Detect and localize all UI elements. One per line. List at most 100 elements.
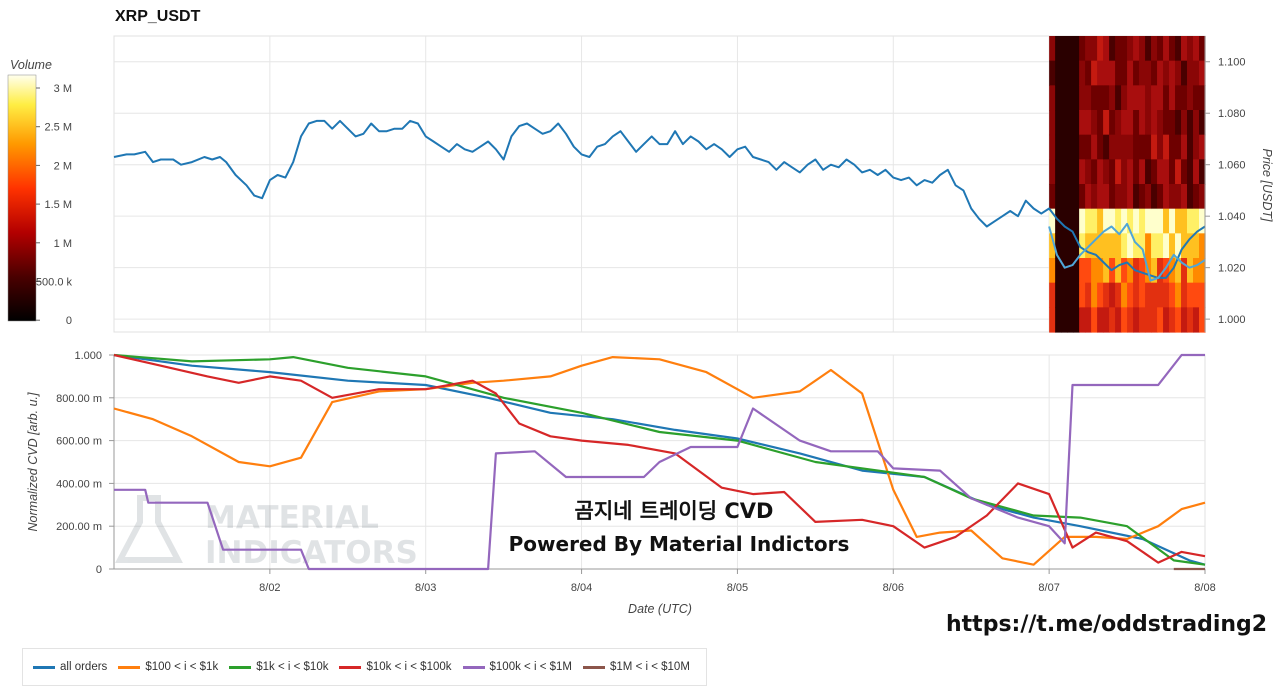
heatmap-cell (1061, 208, 1068, 234)
legend-item[interactable]: $100 < i < $1k (118, 661, 218, 673)
heatmap-cell (1199, 208, 1206, 234)
heatmap-cell (1055, 282, 1062, 308)
heatmap-cell (1187, 258, 1194, 284)
heatmap-cell (1133, 85, 1140, 111)
heatmap-cell (1097, 85, 1104, 111)
heatmap-cell (1151, 110, 1158, 136)
heatmap-cell (1067, 184, 1074, 210)
price-series-line-0 (113, 119, 1206, 279)
heatmap-cell (1097, 159, 1104, 185)
heatmap-cell (1163, 307, 1170, 333)
heatmap-cell (1115, 233, 1122, 259)
heatmap-cell (1169, 208, 1176, 234)
price-axis: 1.000 1.020 1.040 1.060 1.080 1.100 (1204, 36, 1246, 332)
heatmap-cell (1049, 184, 1056, 210)
x-tick-label: 8/06 (883, 582, 904, 594)
heatmap-cell (1121, 307, 1128, 333)
overlay-title: 곰지네 트레이딩 CVD (575, 499, 774, 523)
heatmap-cell (1049, 258, 1056, 284)
heatmap-cell (1109, 36, 1116, 62)
heatmap-cell (1049, 208, 1056, 234)
heatmap-cell (1073, 307, 1080, 333)
heatmap-cell (1055, 36, 1062, 62)
heatmap-cell (1103, 184, 1110, 210)
legend-label: all orders (60, 661, 108, 673)
heatmap-cell (1067, 110, 1074, 136)
legend-swatch (229, 665, 252, 669)
heatmap-cell (1157, 307, 1164, 333)
legend-item[interactable]: all orders (33, 661, 107, 673)
heatmap-cell (1145, 208, 1152, 234)
cvd-tick-label: 1.000 (74, 350, 102, 362)
heatmap-cell (1085, 85, 1092, 111)
legend-item[interactable]: $10k < i < $100k (339, 661, 452, 673)
watermark-logo: MATERIAL INDICATORS (115, 495, 418, 571)
heatmap-cell (1157, 159, 1164, 185)
legend-item[interactable]: $1M < i < $10M (583, 661, 690, 673)
heatmap-cell (1085, 282, 1092, 308)
legend-label: $100k < i < $1M (489, 661, 572, 673)
telegram-link[interactable]: https://t.me/oddstrading2 (946, 612, 1268, 637)
heatmap-cell (1145, 85, 1152, 111)
heatmap-cell (1103, 60, 1110, 86)
heatmap-cell (1097, 60, 1104, 86)
legend-swatch (118, 665, 141, 669)
heatmap-cell (1139, 208, 1146, 234)
heatmap-cell (1163, 233, 1170, 259)
heatmap-cell (1061, 184, 1068, 210)
heatmap-cell (1103, 159, 1110, 185)
legend-label: $1M < i < $10M (610, 661, 690, 673)
heatmap-cell (1133, 110, 1140, 136)
heatmap-cell (1181, 208, 1188, 234)
heatmap-cell (1127, 184, 1134, 210)
legend-label: $10k < i < $100k (366, 661, 452, 673)
heatmap-cell (1067, 282, 1074, 308)
heatmap-cell (1121, 134, 1128, 160)
heatmap-cell (1097, 110, 1104, 136)
heatmap-cell (1139, 110, 1146, 136)
heatmap-cell (1103, 233, 1110, 259)
heatmap-cell (1193, 159, 1200, 185)
heatmap-cell (1109, 307, 1116, 333)
heatmap-cell (1181, 134, 1188, 160)
heatmap-cell (1199, 110, 1206, 136)
heatmap-cell (1121, 36, 1128, 62)
heatmap-cell (1187, 36, 1194, 62)
heatmap-cell (1139, 184, 1146, 210)
heatmap-cell (1049, 60, 1056, 86)
heatmap-cell (1109, 134, 1116, 160)
heatmap-cell (1079, 60, 1086, 86)
heatmap-cell (1199, 60, 1206, 86)
heatmap-cell (1199, 233, 1206, 259)
legend-item[interactable]: $1k < i < $10k (229, 661, 328, 673)
heatmap-cell (1157, 258, 1164, 284)
heatmap-cell (1103, 258, 1110, 284)
heatmap-cell (1127, 110, 1134, 136)
heatmap-cell (1157, 233, 1164, 259)
x-axis-label: Date (UTC) (628, 602, 692, 616)
heatmap-cell (1127, 208, 1134, 234)
heatmap-cell (1049, 36, 1056, 62)
heatmap-cell (1157, 60, 1164, 86)
heatmap-cell (1091, 159, 1098, 185)
legend-swatch (462, 665, 485, 669)
heatmap-cell (1193, 110, 1200, 136)
heatmap-cell (1085, 159, 1092, 185)
heatmap-cell (1175, 282, 1182, 308)
cvd-axis: 0 200.00 m 400.00 m 600.00 m 800.00 m 1.000 8/… (56, 350, 1216, 594)
heatmap-cell (1109, 233, 1116, 259)
legend-item[interactable]: $100k < i < $1M (462, 661, 572, 673)
heatmap-cell (1163, 159, 1170, 185)
heatmap-cell (1061, 134, 1068, 160)
heatmap-cell (1103, 110, 1110, 136)
heatmap-cell (1127, 85, 1134, 111)
heatmap-cell (1163, 184, 1170, 210)
heatmap-cell (1163, 60, 1170, 86)
heatmap-cell (1145, 159, 1152, 185)
heatmap-cell (1097, 282, 1104, 308)
colorbar-tick-label: 1.5 M (44, 199, 72, 211)
cvd-lines (113, 353, 1206, 571)
colorbar-tick-label: 500.0 k (36, 277, 73, 289)
heatmap-cell (1151, 184, 1158, 210)
heatmap-cell (1151, 233, 1158, 259)
